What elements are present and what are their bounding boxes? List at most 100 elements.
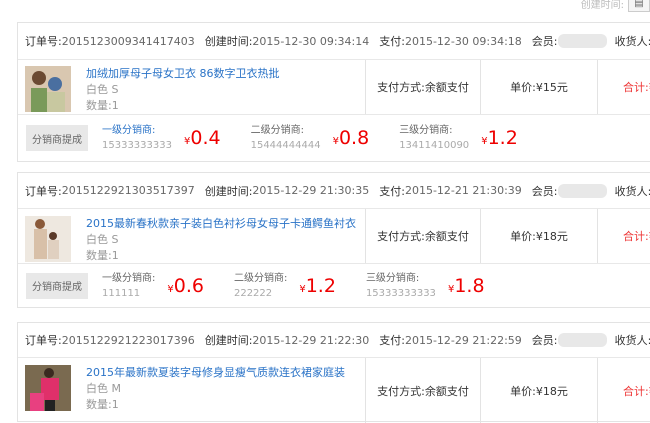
product-qty: 数量:1 bbox=[86, 249, 119, 262]
created-label: 创建时间: bbox=[204, 184, 253, 198]
currency: ¥ bbox=[167, 283, 174, 295]
pay-method: 支付方式:余额支付 bbox=[366, 358, 481, 423]
product-name-link[interactable]: 2015最新春秋款亲子装白色衬衫母女母子卡通鳄鱼衬衣 bbox=[86, 217, 356, 230]
product-thumbnail[interactable] bbox=[25, 66, 71, 112]
pay-method: 支付方式:余额支付 bbox=[366, 209, 481, 263]
order-card: 订单号: 2015122921223017396 创建时间: 2015-12-29 … bbox=[17, 322, 650, 423]
level2-distributor: 二级分销商: 15444444444 ¥0.8 bbox=[251, 123, 370, 153]
level3-phone: 13411410090 bbox=[399, 140, 470, 151]
order-no-label: 订单号: bbox=[25, 35, 62, 48]
product-thumbnail[interactable] bbox=[25, 216, 71, 262]
paid-label: 支付: bbox=[379, 184, 405, 198]
amount: 0.4 bbox=[190, 127, 221, 149]
receiver-label: 收货人: bbox=[614, 184, 650, 198]
amount: 1.8 bbox=[454, 274, 485, 297]
level3-amount: ¥1.8 bbox=[448, 275, 485, 297]
product-spec: 白色 S bbox=[86, 83, 119, 96]
level1-amount: ¥0.4 bbox=[184, 127, 221, 149]
level2-phone: 222222 bbox=[233, 287, 273, 299]
member-redacted bbox=[557, 183, 607, 198]
total: 合计:¥ bbox=[623, 81, 650, 94]
currency: ¥ bbox=[332, 136, 339, 147]
level1-amount: ¥0.6 bbox=[167, 275, 204, 297]
paid-label: 支付: bbox=[379, 334, 405, 347]
distributor-commission-row: 分销商提成 一级分销商: 111111 ¥0.6 二级分销商: 222222 ¥1.2 … bbox=[18, 264, 650, 307]
currency: ¥ bbox=[481, 136, 488, 147]
amount: 1.2 bbox=[487, 127, 518, 149]
unit-price: 单价:¥18元 bbox=[481, 358, 598, 423]
currency: ¥ bbox=[447, 283, 455, 295]
level3-label: 三级分销商: bbox=[399, 125, 453, 136]
level3-amount: ¥1.2 bbox=[481, 127, 518, 149]
calendar-icon[interactable]: ▤ bbox=[628, 0, 650, 12]
order-card: 订单号: 2015122921303517397 创建时间: 2015-12-29 … bbox=[17, 172, 650, 308]
order-no-label: 订单号: bbox=[25, 334, 62, 347]
unit-price: 单价:¥18元 bbox=[481, 209, 598, 263]
order-no: 2015122921303517397 bbox=[61, 184, 195, 197]
pay-method: 支付方式:余额支付 bbox=[366, 60, 481, 114]
filter-bar: 创建时间: ▤ bbox=[581, 0, 650, 12]
level1-distributor: 一级分销商: 15333333333 ¥0.4 bbox=[102, 123, 221, 153]
amount: 1.2 bbox=[305, 274, 336, 297]
currency: ¥ bbox=[184, 136, 191, 147]
order-no-label: 订单号: bbox=[25, 184, 62, 198]
total: 合计:¥ bbox=[623, 230, 650, 243]
level2-label: 二级分销商: bbox=[233, 272, 288, 284]
level1-label: 一级分销商: bbox=[102, 125, 156, 136]
level2-label: 二级分销商: bbox=[250, 125, 304, 136]
level3-distributor: 三级分销商: 15333333333 ¥1.8 bbox=[366, 271, 485, 301]
order-no: 2015122921223017396 bbox=[61, 333, 195, 347]
product-row: 2015年最新款夏装字母修身显瘦气质款连衣裙家庭装 白色 M 数量:1 支付方式… bbox=[18, 358, 650, 423]
created-time: 2015-12-30 09:34:14 bbox=[252, 34, 370, 48]
created-label: 创建时间: bbox=[204, 35, 253, 48]
member-redacted bbox=[557, 333, 607, 347]
created-label: 创建时间: bbox=[204, 334, 253, 347]
level2-amount: ¥0.8 bbox=[333, 127, 370, 149]
total: 合计:¥ bbox=[623, 384, 650, 398]
order-header: 订单号: 2015123009341417403 创建时间: 2015-12-30 … bbox=[18, 23, 650, 60]
currency: ¥ bbox=[299, 283, 306, 295]
level1-phone: 15333333333 bbox=[102, 140, 172, 151]
order-card: 订单号: 2015123009341417403 创建时间: 2015-12-30 … bbox=[17, 22, 650, 162]
member-label: 会员: bbox=[531, 334, 558, 347]
product-name-link[interactable]: 加绒加厚母子母女卫衣 86数字卫衣热批 bbox=[86, 67, 280, 80]
level1-distributor: 一级分销商: 111111 ¥0.6 bbox=[102, 271, 204, 301]
level2-distributor: 二级分销商: 222222 ¥1.2 bbox=[234, 271, 336, 301]
paid-time: 2015-12-21 21:30:39 bbox=[404, 184, 522, 197]
paid-time: 2015-12-30 09:34:18 bbox=[404, 34, 522, 48]
member-label: 会员: bbox=[531, 184, 558, 198]
paid-time: 2015-12-29 21:22:59 bbox=[404, 333, 522, 347]
amount: 0.6 bbox=[173, 274, 204, 297]
created-time: 2015-12-29 21:30:35 bbox=[252, 184, 370, 197]
receiver-label: 收货人: bbox=[614, 35, 650, 48]
product-thumbnail[interactable] bbox=[25, 365, 71, 411]
created-time-filter-label: 创建时间: bbox=[580, 0, 624, 11]
product-name-link[interactable]: 2015年最新款夏装字母修身显瘦气质款连衣裙家庭装 bbox=[86, 366, 345, 379]
amount: 0.8 bbox=[338, 127, 370, 149]
created-time: 2015-12-29 21:22:30 bbox=[252, 333, 370, 347]
product-row: 加绒加厚母子母女卫衣 86数字卫衣热批 白色 S 数量:1 支付方式:余额支付 … bbox=[18, 60, 650, 115]
level1-label: 一级分销商: bbox=[102, 272, 156, 284]
distributor-commission-row: 分销商提成 一级分销商: 15333333333 ¥0.4 二级分销商: 154444… bbox=[18, 115, 650, 161]
order-header: 订单号: 2015122921303517397 创建时间: 2015-12-29 … bbox=[18, 173, 650, 209]
level1-phone: 111111 bbox=[102, 287, 141, 299]
unit-price: 单价:¥15元 bbox=[481, 60, 598, 114]
order-header: 订单号: 2015122921223017396 创建时间: 2015-12-29 … bbox=[18, 323, 650, 358]
level2-phone: 15444444444 bbox=[250, 140, 321, 151]
product-qty: 数量:1 bbox=[86, 398, 119, 411]
product-spec: 白色 M bbox=[86, 382, 121, 395]
paid-label: 支付: bbox=[379, 35, 405, 48]
level3-label: 三级分销商: bbox=[365, 272, 420, 284]
level3-phone: 15333333333 bbox=[365, 287, 436, 299]
product-row: 2015最新春秋款亲子装白色衬衫母女母子卡通鳄鱼衬衣 白色 S 数量:1 支付方… bbox=[18, 209, 650, 264]
product-spec: 白色 S bbox=[86, 233, 119, 246]
product-qty: 数量:1 bbox=[86, 99, 119, 112]
level2-amount: ¥1.2 bbox=[299, 275, 336, 297]
level3-distributor: 三级分销商: 13411410090 ¥1.2 bbox=[399, 123, 518, 153]
distributor-commission-button[interactable]: 分销商提成 bbox=[26, 125, 88, 151]
order-no: 2015123009341417403 bbox=[61, 34, 195, 48]
distributor-commission-button[interactable]: 分销商提成 bbox=[26, 272, 88, 299]
member-label: 会员: bbox=[531, 35, 558, 48]
receiver-label: 收货人: bbox=[614, 334, 650, 347]
member-redacted bbox=[557, 34, 607, 48]
